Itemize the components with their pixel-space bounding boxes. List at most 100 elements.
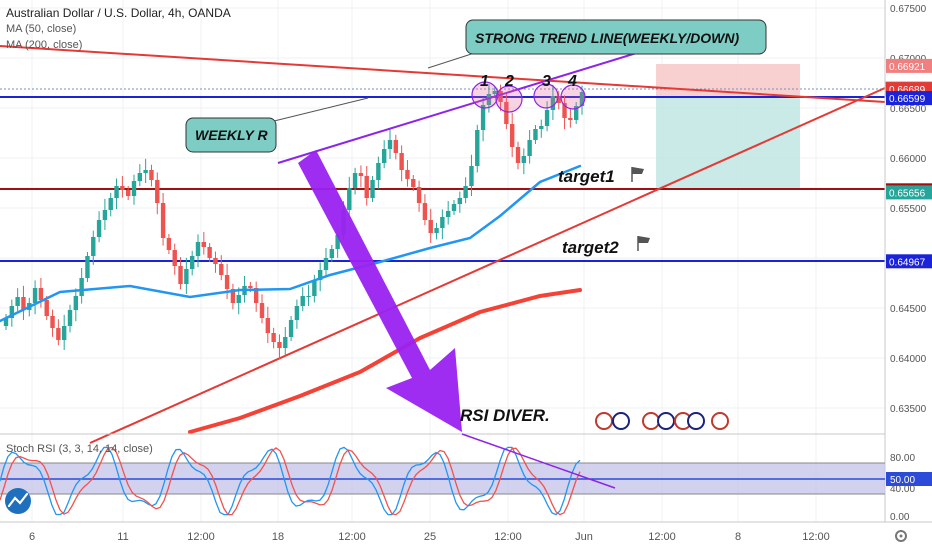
candle-body[interactable] xyxy=(329,249,335,258)
candle-body[interactable] xyxy=(195,242,201,256)
settings-gear-icon[interactable] xyxy=(895,530,907,542)
candle-body[interactable] xyxy=(15,297,20,306)
ma50-line[interactable] xyxy=(0,164,582,323)
candle-body[interactable] xyxy=(568,118,573,120)
candle-body[interactable] xyxy=(236,295,241,303)
peak-circle-1[interactable] xyxy=(471,81,499,109)
candle-body[interactable] xyxy=(96,220,102,237)
candle-body[interactable] xyxy=(271,333,276,342)
candle-body[interactable] xyxy=(189,256,195,269)
candle-body[interactable] xyxy=(475,130,480,166)
candle-body[interactable] xyxy=(108,198,113,210)
candle-body[interactable] xyxy=(381,149,387,163)
candle-body[interactable] xyxy=(44,300,49,316)
candle-body[interactable] xyxy=(67,310,73,326)
candle-body[interactable] xyxy=(411,179,416,187)
candle-body[interactable] xyxy=(56,328,61,340)
candle-body[interactable] xyxy=(434,228,439,233)
peak-circle-4[interactable] xyxy=(560,84,586,110)
candle-body[interactable] xyxy=(149,170,154,180)
candle-body[interactable] xyxy=(347,188,352,210)
candle-body[interactable] xyxy=(509,124,515,147)
candle-body[interactable] xyxy=(515,147,521,163)
candle-body[interactable] xyxy=(312,280,317,296)
callout-strong-box[interactable] xyxy=(465,19,767,55)
candle-body[interactable] xyxy=(265,318,271,333)
candle-body[interactable] xyxy=(79,278,84,296)
candle-body[interactable] xyxy=(317,270,323,280)
candle-body[interactable] xyxy=(213,258,218,264)
candle-body[interactable] xyxy=(469,166,474,186)
candle-body[interactable] xyxy=(416,187,422,203)
candle-body[interactable] xyxy=(283,337,288,348)
rising-trendline[interactable] xyxy=(89,87,886,444)
candle-body[interactable] xyxy=(160,203,166,238)
candle-body[interactable] xyxy=(376,163,381,180)
candle-body[interactable] xyxy=(85,256,90,278)
candle-body[interactable] xyxy=(539,126,544,129)
candle-body[interactable] xyxy=(114,186,119,198)
candle-body[interactable] xyxy=(544,110,550,126)
candle-body[interactable] xyxy=(352,173,358,188)
candle-body[interactable] xyxy=(480,105,486,130)
candle-body[interactable] xyxy=(364,176,369,198)
candle-body[interactable] xyxy=(3,318,9,326)
peak-circle-3[interactable] xyxy=(533,83,559,109)
candle-body[interactable] xyxy=(207,247,212,258)
candle-body[interactable] xyxy=(294,306,300,320)
callout-weekly-box[interactable] xyxy=(185,117,277,153)
stoch-divergence-line[interactable] xyxy=(461,433,616,489)
candle-body[interactable] xyxy=(259,303,265,318)
candle-body[interactable] xyxy=(137,173,143,181)
candle-body[interactable] xyxy=(172,250,177,266)
rsi-divergence-arrow[interactable] xyxy=(298,150,462,432)
peak-circle-2[interactable] xyxy=(495,85,523,113)
candle-body[interactable] xyxy=(38,288,44,300)
candle-body[interactable] xyxy=(440,217,445,228)
candle-body[interactable] xyxy=(201,242,207,247)
candle-body[interactable] xyxy=(306,296,311,297)
candle-body[interactable] xyxy=(399,153,404,170)
stoch-d-line[interactable] xyxy=(0,446,581,516)
candle-body[interactable] xyxy=(573,106,579,120)
candle-body[interactable] xyxy=(91,237,96,256)
candle-body[interactable] xyxy=(486,94,492,105)
candle-body[interactable] xyxy=(393,140,399,153)
candle-body[interactable] xyxy=(579,92,585,106)
candle-body[interactable] xyxy=(61,326,67,340)
candle-body[interactable] xyxy=(184,269,189,284)
candle-body[interactable] xyxy=(21,297,26,310)
candle-body[interactable] xyxy=(387,140,393,149)
candle-body[interactable] xyxy=(32,288,38,303)
stoch-k-line[interactable] xyxy=(0,446,581,516)
candle-body[interactable] xyxy=(131,181,137,196)
ma200-line[interactable] xyxy=(188,288,582,434)
candle-body[interactable] xyxy=(504,102,509,124)
candle-body[interactable] xyxy=(73,296,79,310)
candle-body[interactable] xyxy=(533,129,538,140)
candle-body[interactable] xyxy=(300,296,305,306)
candle-body[interactable] xyxy=(102,210,108,220)
economic-event-icons[interactable] xyxy=(595,412,729,430)
candle-body[interactable] xyxy=(445,211,451,217)
candle-body[interactable] xyxy=(527,140,532,156)
candle-body[interactable] xyxy=(230,289,236,303)
candle-body[interactable] xyxy=(335,235,340,249)
candle-body[interactable] xyxy=(277,342,282,348)
candle-body[interactable] xyxy=(498,91,503,102)
candle-body[interactable] xyxy=(288,320,294,337)
candle-body[interactable] xyxy=(550,96,556,110)
candle-body[interactable] xyxy=(428,220,433,233)
candle-body[interactable] xyxy=(457,198,463,204)
candle-body[interactable] xyxy=(224,275,230,289)
candle-body[interactable] xyxy=(358,173,364,176)
candle-body[interactable] xyxy=(451,204,457,211)
strong-down-trendline[interactable] xyxy=(0,45,886,103)
candle-body[interactable] xyxy=(143,170,148,173)
candle-body[interactable] xyxy=(178,266,183,284)
candle-body[interactable] xyxy=(521,156,527,163)
candle-body[interactable] xyxy=(125,190,131,196)
candle-body[interactable] xyxy=(155,180,160,203)
candle-body[interactable] xyxy=(422,203,428,220)
